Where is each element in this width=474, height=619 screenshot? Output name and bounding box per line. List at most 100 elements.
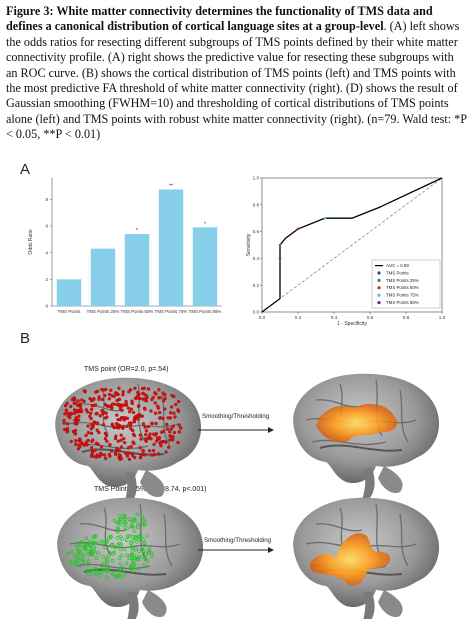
bar bbox=[56, 279, 82, 306]
tms-point bbox=[161, 416, 165, 421]
tms-point bbox=[156, 406, 160, 410]
roc-y-tick-label: 0.2 bbox=[253, 283, 260, 288]
tms-point bbox=[141, 522, 146, 527]
tms-point bbox=[106, 554, 111, 559]
tms-point bbox=[142, 543, 147, 548]
roc-legend-label: TMS Points 75% bbox=[386, 293, 419, 298]
tms-point bbox=[132, 536, 137, 540]
tms-point bbox=[106, 404, 111, 409]
tms-point bbox=[105, 561, 109, 566]
tms-point bbox=[135, 512, 140, 517]
tms-point bbox=[82, 399, 86, 404]
tms-point bbox=[139, 437, 143, 441]
tms-point bbox=[122, 436, 126, 441]
tms-point bbox=[127, 457, 132, 461]
tms-point bbox=[89, 416, 93, 421]
tms-point bbox=[131, 432, 136, 436]
roc-y-tick-label: 0.8 bbox=[253, 202, 260, 207]
tms-point bbox=[117, 448, 121, 452]
tms-point bbox=[117, 453, 121, 457]
tms-point bbox=[121, 424, 126, 428]
tms-point bbox=[103, 393, 107, 398]
tms-point bbox=[92, 549, 96, 553]
tms-points-green bbox=[66, 512, 154, 580]
tms-point bbox=[158, 396, 162, 400]
tms-point bbox=[142, 563, 146, 568]
tms-point bbox=[147, 546, 152, 551]
tms-point bbox=[143, 407, 147, 411]
tms-point bbox=[169, 405, 174, 409]
roc-y-tick-label: 1.0 bbox=[253, 176, 260, 181]
tms-point bbox=[113, 452, 118, 456]
roc-y-tick-label: 0.6 bbox=[253, 229, 260, 234]
tms-point bbox=[115, 399, 119, 403]
tms-point bbox=[106, 568, 110, 572]
tms-point bbox=[138, 446, 142, 450]
bar-category-label: TMS Points bbox=[58, 309, 81, 314]
tms-point bbox=[144, 429, 149, 433]
tms-point bbox=[69, 549, 74, 554]
tms-point bbox=[131, 410, 136, 415]
tms-point bbox=[145, 394, 149, 399]
tms-point bbox=[132, 529, 137, 534]
tms-point bbox=[119, 438, 123, 442]
tms-point bbox=[153, 401, 157, 405]
tms-point bbox=[68, 411, 72, 415]
bar bbox=[192, 227, 218, 306]
tms-point bbox=[110, 558, 115, 563]
roc-threshold-point bbox=[278, 257, 282, 260]
tms-point bbox=[92, 397, 96, 401]
tms-point bbox=[107, 392, 112, 397]
tms-point bbox=[123, 515, 127, 519]
tms-point bbox=[116, 568, 121, 573]
tms-point bbox=[117, 402, 121, 407]
bar-y-axis-label: Odds Ratio bbox=[28, 229, 34, 254]
roc-legend-label: TMS Points 85% bbox=[386, 300, 419, 305]
tms-point bbox=[119, 445, 123, 449]
tms-point bbox=[147, 550, 151, 555]
tms-point bbox=[101, 568, 106, 573]
tms-point bbox=[104, 387, 108, 391]
tms-point bbox=[127, 421, 131, 425]
roc-legend-label: TMS Points 25% bbox=[386, 278, 419, 283]
tms-point bbox=[150, 421, 155, 426]
tms-point bbox=[143, 453, 147, 457]
tms-point bbox=[101, 423, 105, 427]
tms-point bbox=[109, 449, 114, 453]
roc-x-axis-label: 1 - Specificity bbox=[337, 321, 367, 327]
bar-y-tick-label: 0 bbox=[45, 304, 48, 309]
tms-points-red bbox=[62, 386, 183, 461]
tms-point bbox=[134, 539, 139, 544]
tms-point bbox=[82, 443, 87, 447]
roc-legend-label: AUC = 0.59 bbox=[386, 263, 409, 268]
tms-point bbox=[115, 536, 120, 540]
tms-point bbox=[88, 396, 92, 401]
tms-point bbox=[73, 418, 77, 422]
roc-x-tick-label: 0.0 bbox=[259, 315, 266, 320]
tms-point bbox=[138, 533, 143, 537]
tms-point bbox=[93, 448, 97, 452]
bar bbox=[124, 234, 150, 306]
roc-x-tick-label: 0.2 bbox=[295, 315, 302, 320]
tms-point bbox=[79, 407, 83, 412]
tms-point bbox=[156, 452, 161, 456]
tms-point bbox=[168, 434, 172, 438]
tms-point bbox=[92, 545, 97, 550]
tms-point bbox=[142, 518, 146, 522]
arrow-top bbox=[198, 427, 274, 433]
tms-point bbox=[142, 386, 146, 390]
tms-point bbox=[102, 453, 107, 457]
tms-point bbox=[115, 425, 119, 430]
brain-bottom-left bbox=[56, 496, 205, 619]
heatmap-top bbox=[316, 403, 398, 443]
tms-point bbox=[99, 563, 104, 568]
tms-point bbox=[131, 428, 135, 433]
roc-legend-swatch bbox=[377, 271, 381, 275]
tms-point bbox=[65, 426, 70, 431]
tms-point bbox=[162, 440, 166, 444]
brain-top-label: TMS point (OR=2.0, p=.54) bbox=[84, 366, 169, 373]
tms-point bbox=[93, 541, 97, 545]
tms-point bbox=[85, 410, 90, 414]
tms-point bbox=[89, 411, 93, 415]
tms-point bbox=[83, 542, 88, 547]
